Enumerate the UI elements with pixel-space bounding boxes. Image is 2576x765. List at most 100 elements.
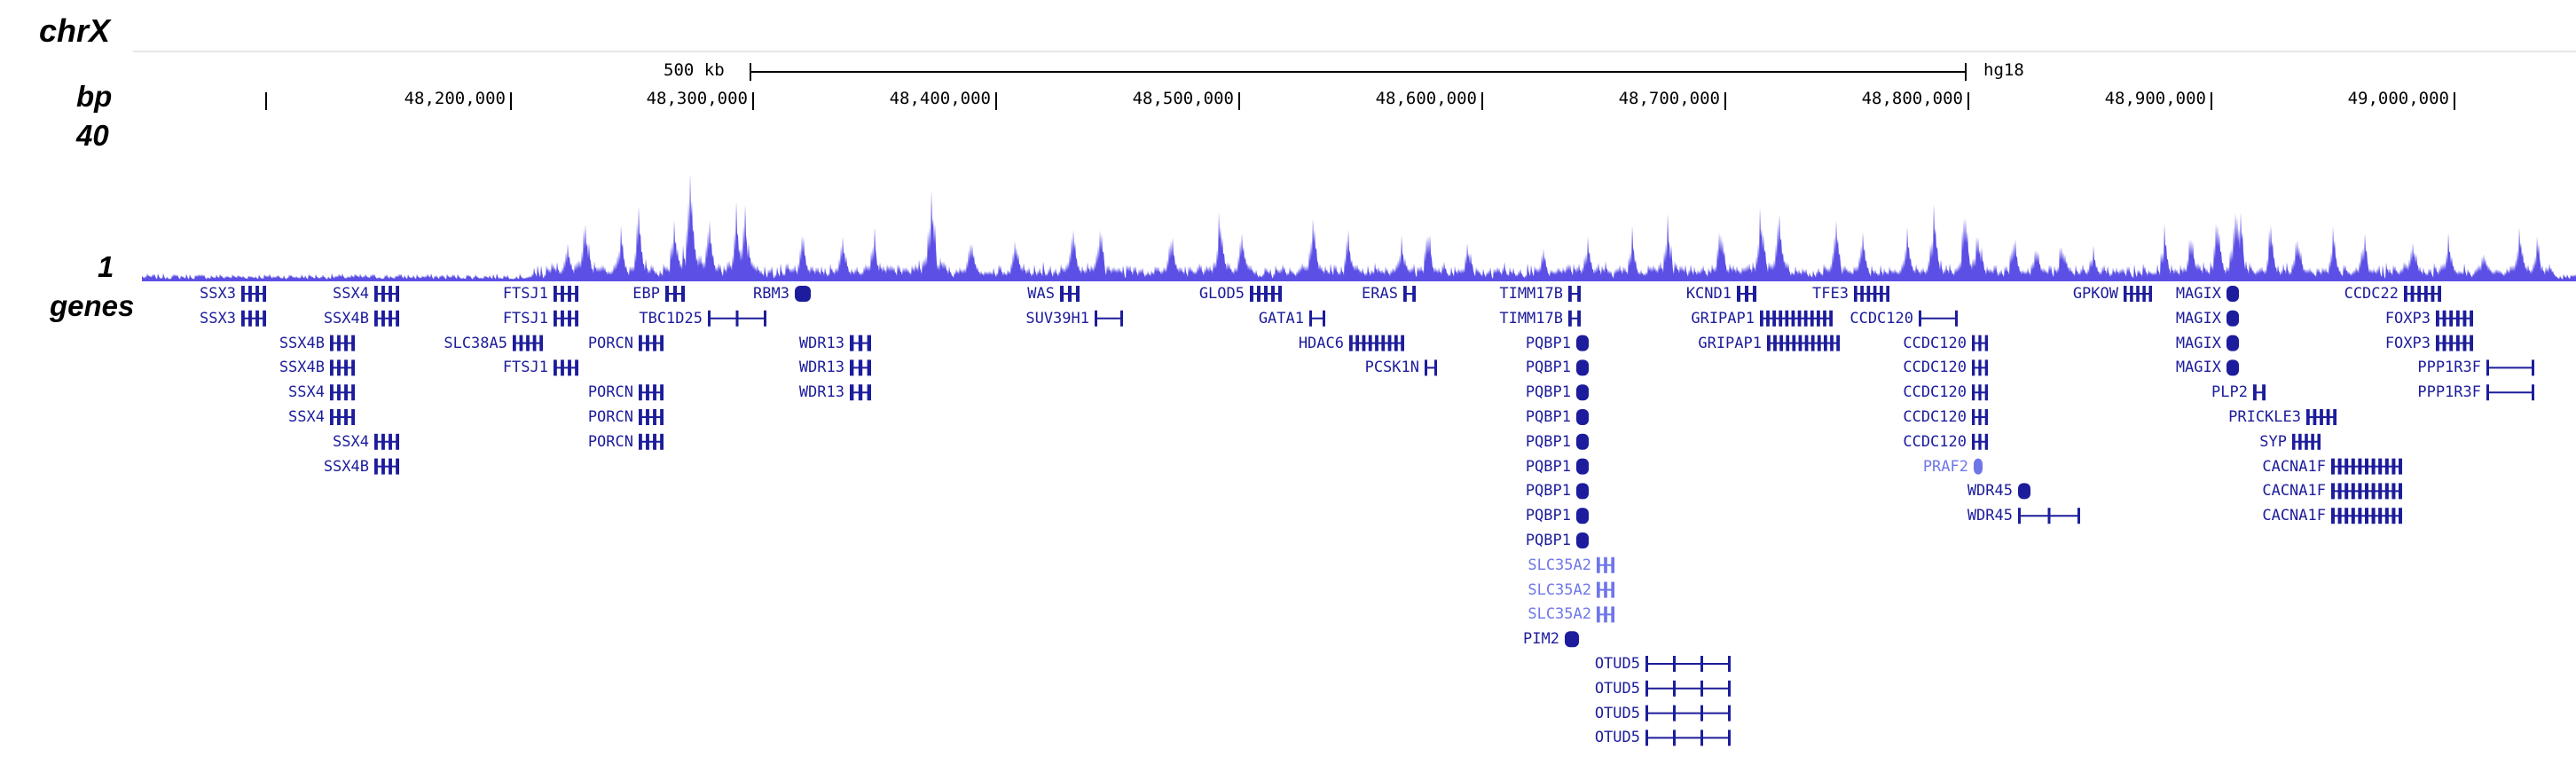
gene-label[interactable]: GLOD5 [1198, 285, 1245, 303]
gene-label[interactable]: WDR45 [1967, 482, 2013, 501]
gene-label[interactable]: PIM2 [1523, 630, 1559, 649]
gene-label[interactable]: WDR45 [1967, 507, 2013, 525]
gene-label[interactable]: CCDC120 [1903, 359, 1967, 377]
gene-label[interactable]: KCND1 [1685, 285, 1732, 303]
gene-model[interactable] [2227, 286, 2239, 302]
gene-model[interactable] [330, 359, 355, 376]
gene-label[interactable]: CCDC22 [2344, 285, 2399, 303]
gene-model[interactable] [1250, 286, 1282, 302]
gene-model[interactable] [1568, 286, 1581, 302]
gene-model[interactable] [2306, 409, 2336, 425]
gene-label[interactable]: SSX3 [200, 309, 236, 327]
gene-label[interactable]: PQBP1 [1525, 482, 1571, 501]
gene-label[interactable]: PQBP1 [1525, 432, 1571, 451]
gene-model[interactable] [554, 310, 578, 327]
gene-label[interactable]: TIMM17B [1499, 309, 1563, 327]
gene-model[interactable] [1060, 286, 1080, 302]
gene-label[interactable]: GPKOW [2072, 285, 2118, 303]
gene-model[interactable] [1309, 310, 1325, 327]
gene-label[interactable]: MAGIX [2175, 285, 2221, 303]
gene-model[interactable] [2486, 359, 2534, 376]
gene-model[interactable] [1568, 310, 1581, 327]
gene-label[interactable]: PRICKLE3 [2228, 408, 2301, 426]
gene-label[interactable]: OTUD5 [1594, 704, 1640, 722]
gene-model[interactable] [374, 310, 399, 327]
gene-model[interactable] [850, 384, 871, 401]
gene-model[interactable] [1576, 384, 1589, 401]
gene-label[interactable]: FTSJ1 [502, 309, 548, 327]
gene-model[interactable] [1919, 310, 1958, 327]
gene-model[interactable] [1974, 458, 1983, 475]
gene-model[interactable] [1425, 359, 1437, 376]
gene-label[interactable]: SYP [2259, 432, 2287, 451]
gene-label[interactable]: ERAS [1362, 285, 1398, 303]
gene-model[interactable] [2436, 310, 2473, 327]
gene-model[interactable] [2331, 483, 2402, 500]
gene-label[interactable]: SSX4 [333, 432, 369, 451]
gene-model[interactable] [1403, 286, 1416, 302]
gene-model[interactable] [1597, 556, 1614, 573]
gene-label[interactable]: PPP1R3F [2417, 383, 2481, 402]
gene-label[interactable]: SSX3 [200, 285, 236, 303]
gene-model[interactable] [1597, 581, 1614, 598]
gene-label[interactable]: WDR13 [798, 359, 844, 377]
gene-model[interactable] [1760, 310, 1833, 327]
gene-label[interactable]: SSX4B [279, 359, 325, 377]
gene-model[interactable] [2331, 458, 2402, 475]
gene-model[interactable] [513, 335, 543, 351]
gene-label[interactable]: HDAC6 [1298, 334, 1344, 352]
gene-label[interactable]: OTUD5 [1594, 679, 1640, 698]
gene-model[interactable] [1972, 359, 1988, 376]
gene-label[interactable]: WDR13 [798, 334, 844, 352]
gene-model[interactable] [241, 286, 266, 302]
gene-model[interactable] [330, 409, 355, 425]
gene-label[interactable]: EBP [632, 285, 660, 303]
gene-label[interactable]: CCDC120 [1850, 309, 1913, 327]
gene-model[interactable] [1576, 433, 1589, 450]
gene-model[interactable] [1597, 606, 1614, 623]
gene-model[interactable] [1972, 409, 1988, 425]
gene-label[interactable]: PORCN [587, 432, 633, 451]
gene-label[interactable]: CCDC120 [1903, 334, 1967, 352]
gene-label[interactable]: PQBP1 [1525, 383, 1571, 402]
gene-label[interactable]: TFE3 [1812, 285, 1849, 303]
gene-label[interactable]: PCSK1N [1364, 359, 1419, 377]
gene-label[interactable]: PORCN [587, 383, 633, 402]
gene-model[interactable] [1737, 286, 1756, 302]
gene-label[interactable]: GRIPAP1 [1691, 309, 1755, 327]
gene-label[interactable]: TIMM17B [1499, 285, 1563, 303]
gene-model[interactable] [708, 310, 766, 327]
gene-model[interactable] [1576, 483, 1589, 500]
gene-label[interactable]: WDR13 [798, 383, 844, 402]
gene-model[interactable] [1576, 359, 1589, 376]
gene-label[interactable]: SLC38A5 [444, 334, 507, 352]
gene-label[interactable]: CACNA1F [2262, 507, 2326, 525]
gene-model[interactable] [2018, 483, 2030, 500]
gene-label[interactable]: MAGIX [2175, 334, 2221, 352]
gene-model[interactable] [665, 286, 685, 302]
gene-model[interactable] [639, 433, 664, 450]
gene-model[interactable] [850, 335, 871, 351]
gene-model[interactable] [1565, 631, 1579, 648]
gene-label[interactable]: SSX4B [279, 334, 325, 352]
gene-model[interactable] [1645, 656, 1731, 672]
gene-model[interactable] [1645, 680, 1731, 697]
gene-model[interactable] [1576, 335, 1589, 351]
gene-label[interactable]: SSX4B [323, 309, 369, 327]
gene-label[interactable]: OTUD5 [1594, 655, 1640, 673]
gene-label[interactable]: PQBP1 [1525, 408, 1571, 426]
gene-model[interactable] [2404, 286, 2441, 302]
gene-model[interactable] [2018, 508, 2080, 524]
gene-model[interactable] [2486, 384, 2534, 401]
gene-model[interactable] [374, 433, 399, 450]
gene-model[interactable] [1767, 335, 1840, 351]
gene-model[interactable] [639, 335, 664, 351]
gene-label[interactable]: PORCN [587, 334, 633, 352]
gene-model[interactable] [1645, 705, 1731, 722]
gene-label[interactable]: SSX4B [323, 457, 369, 476]
gene-model[interactable] [795, 286, 811, 302]
gene-label[interactable]: GRIPAP1 [1698, 334, 1762, 352]
gene-label[interactable]: CACNA1F [2262, 457, 2326, 476]
gene-model[interactable] [374, 458, 399, 475]
gene-label[interactable]: SLC35A2 [1528, 605, 1591, 624]
